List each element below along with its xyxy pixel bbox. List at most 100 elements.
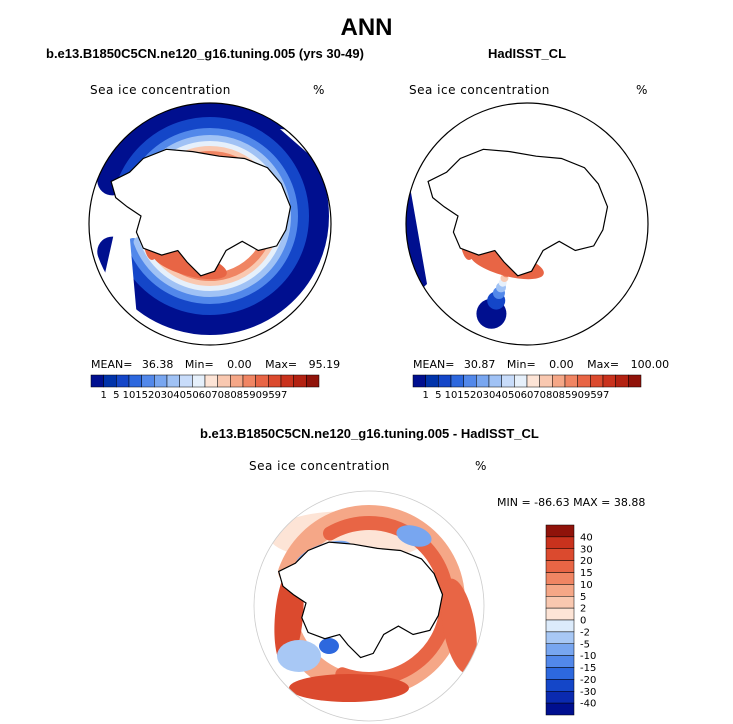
colorbar-box — [514, 374, 528, 388]
obs-mean-label: MEAN= — [413, 358, 455, 371]
colorbar-tick-label: 85 — [559, 390, 572, 401]
colorbar-tick-label: 60 — [521, 390, 534, 401]
colorbar-box — [204, 374, 218, 388]
obs-min-label: Min= — [506, 358, 536, 371]
colorbar-tick-label: 80 — [224, 390, 237, 401]
colorbar-tick-label: 10 — [445, 390, 458, 401]
colorbar-tick-label: 10 — [580, 580, 593, 591]
colorbar-box — [103, 374, 117, 388]
colorbar-box — [90, 374, 104, 388]
map-border — [88, 102, 332, 346]
diff-run-title: b.e13.B1850C5CN.ne120_g16.tuning.005 - H… — [200, 426, 539, 441]
colorbar-tick-label: 30 — [580, 544, 593, 555]
colorbar-box — [539, 374, 553, 388]
model-min-value: 0.00 — [227, 358, 252, 371]
colorbar-tick-label: -20 — [580, 675, 596, 686]
obs-colorbar: 1 5 10 15 20 30 40 50 60 70 80 85 90 95 97 — [412, 374, 642, 401]
diff-units-label: % — [475, 459, 487, 473]
colorbar-tick-label: -10 — [580, 651, 596, 662]
colorbar-box — [116, 374, 130, 388]
colorbar-box — [545, 572, 575, 585]
colorbar-box — [602, 374, 616, 388]
colorbar-tick-label: 10 — [123, 390, 136, 401]
colorbar-box — [255, 374, 269, 388]
colorbar-box — [615, 374, 629, 388]
colorbar-box — [412, 374, 426, 388]
colorbar-tick-label: 40 — [495, 390, 508, 401]
obs-units-label: % — [636, 83, 648, 97]
colorbar-box — [476, 374, 490, 388]
colorbar-box — [179, 374, 193, 388]
colorbar-tick-label: 97 — [597, 390, 610, 401]
colorbar-box — [280, 374, 294, 388]
colorbar-tick-label: 5 — [435, 390, 441, 401]
colorbar-box — [128, 374, 142, 388]
obs-map — [405, 102, 649, 346]
colorbar-box — [488, 374, 502, 388]
colorbar-box — [545, 584, 575, 597]
colorbar-box — [628, 374, 642, 388]
colorbar-tick-label: 95 — [262, 390, 275, 401]
colorbar-box — [552, 374, 566, 388]
diff-minmax: MIN = -86.63 MAX = 38.88 — [497, 496, 646, 509]
colorbar-box — [545, 643, 575, 656]
page-title: ANN — [340, 14, 393, 41]
obs-max-value: 100.00 — [630, 358, 670, 371]
colorbar-box — [166, 374, 180, 388]
colorbar-box — [450, 374, 464, 388]
colorbar-tick-label: 80 — [546, 390, 559, 401]
colorbar-tick-label: -40 — [580, 699, 596, 710]
model-field-label: Sea ice concentration — [90, 83, 231, 97]
model-max-value: 95.19 — [308, 358, 341, 371]
colorbar-box — [438, 374, 452, 388]
colorbar-tick-label: 20 — [148, 390, 161, 401]
colorbar-tick-label: 0 — [580, 616, 586, 627]
colorbar-box — [545, 679, 575, 692]
colorbar-tick-label: 20 — [470, 390, 483, 401]
colorbar-tick-label: 50 — [508, 390, 521, 401]
colorbar-box — [268, 374, 282, 388]
colorbar-tick-label: 40 — [173, 390, 186, 401]
colorbar-box — [293, 374, 307, 388]
colorbar-tick-label: 30 — [161, 390, 174, 401]
colorbar-box — [141, 374, 155, 388]
obs-field-label: Sea ice concentration — [409, 83, 550, 97]
colorbar-box — [526, 374, 540, 388]
colorbar-tick-label: 15 — [457, 390, 470, 401]
north-negative-2 — [396, 525, 432, 547]
obs-mean-value: 30.87 — [463, 358, 496, 371]
colorbar-tick-label: 1 — [422, 390, 428, 401]
colorbar-tick-label: 30 — [483, 390, 496, 401]
colorbar-box — [590, 374, 604, 388]
colorbar-box — [545, 655, 575, 668]
diff-field-label: Sea ice concentration — [249, 459, 390, 473]
colorbar-box — [501, 374, 515, 388]
colorbar-box — [545, 619, 575, 633]
colorbar-tick-label: 5 — [113, 390, 119, 401]
colorbar-tick-label: 85 — [237, 390, 250, 401]
model-stats: MEAN= 36.38 Min= 0.00 Max= 95.19 — [91, 358, 340, 371]
colorbar-tick-label: 40 — [580, 532, 593, 543]
colorbar-box — [154, 374, 168, 388]
colorbar-box — [545, 607, 575, 621]
antarctica-outline — [427, 148, 609, 277]
model-mean-label: MEAN= — [91, 358, 133, 371]
colorbar-box — [545, 691, 575, 704]
model-mean-value: 36.38 — [141, 358, 174, 371]
ice-band-1 — [116, 117, 309, 315]
colorbar-tick-label: 15 — [135, 390, 148, 401]
south-strong-band — [289, 674, 409, 702]
colorbar-tick-label: -5 — [580, 639, 590, 650]
colorbar-tick-label: 97 — [275, 390, 288, 401]
colorbar-box — [545, 631, 575, 644]
east-strong-band — [441, 578, 477, 674]
diff-map — [253, 490, 485, 722]
model-units-label: % — [313, 83, 325, 97]
colorbar-box — [463, 374, 477, 388]
colorbar-box — [545, 524, 575, 538]
colorbar-box — [230, 374, 244, 388]
model-run-title: b.e13.B1850C5CN.ne120_g16.tuning.005 (yr… — [46, 46, 364, 61]
colorbar-tick-label: 15 — [580, 568, 593, 579]
